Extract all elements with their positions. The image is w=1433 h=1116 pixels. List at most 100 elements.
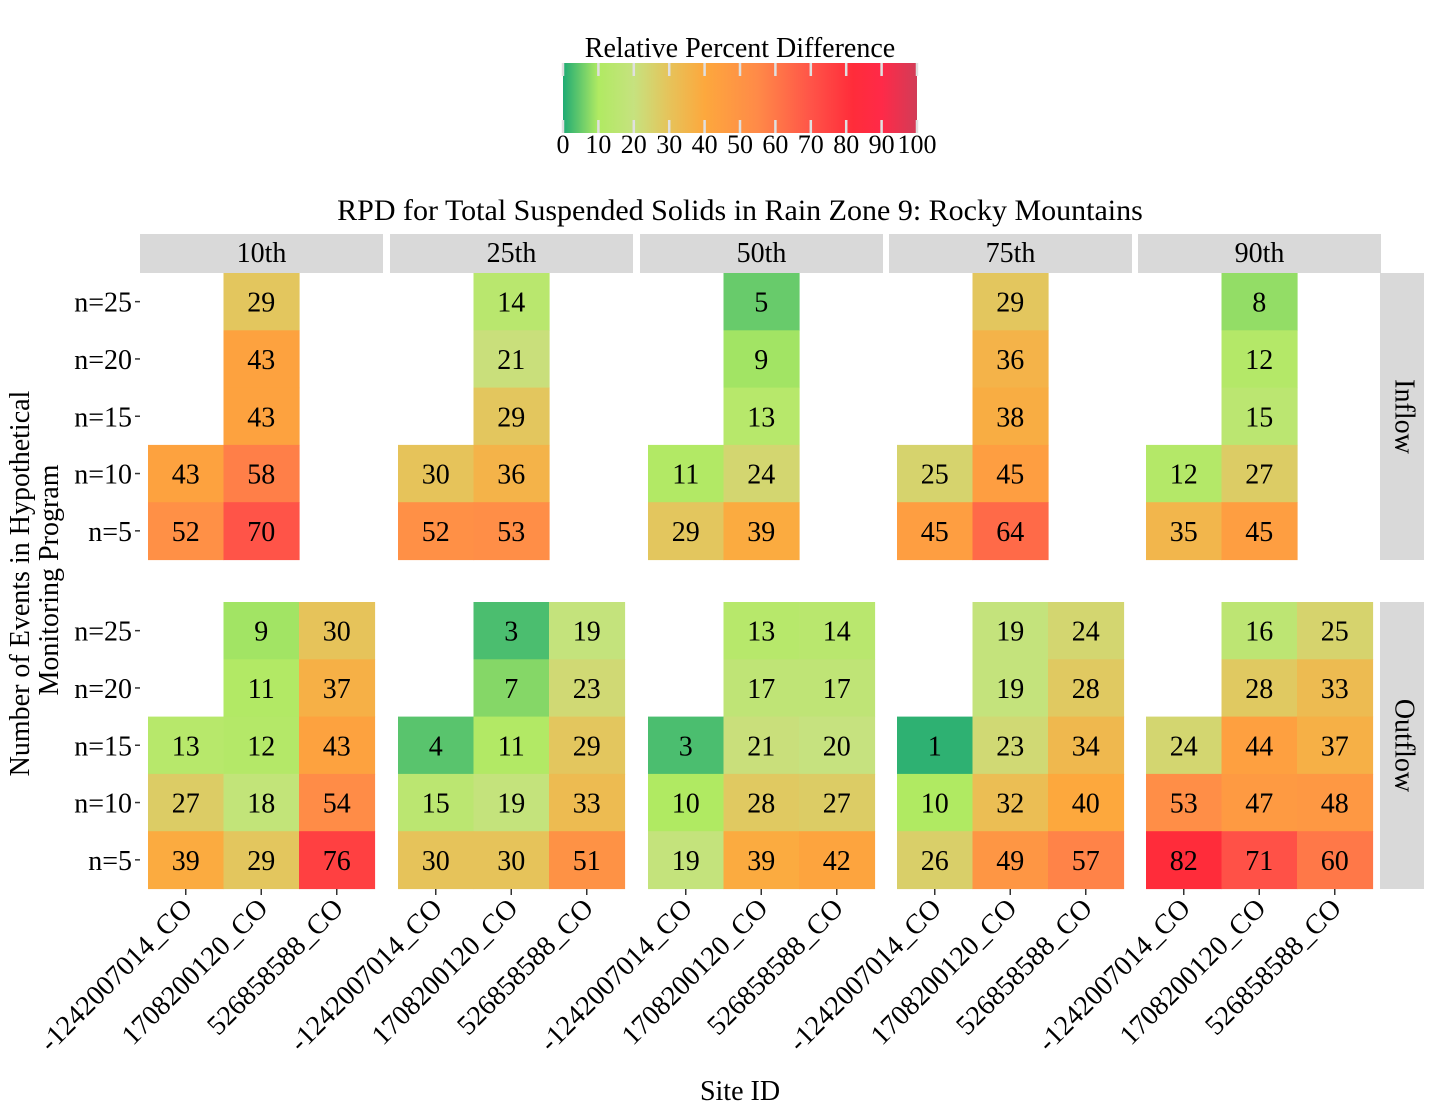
heatmap-cell [473,273,550,331]
heatmap-cell [799,659,876,718]
heatmap-cell [1146,773,1223,832]
cell-value-label: 25 [921,460,949,491]
heatmap-cell [299,602,376,660]
heatmap-cell [549,659,626,718]
heatmap-cell [299,716,376,775]
heatmap-cell [723,330,800,389]
heatmap-cell [648,773,725,832]
cell-value-label: 13 [747,617,775,648]
cell-value-label: 29 [247,288,275,319]
heatmap-cell [648,716,725,775]
heatmap-cell [223,602,300,660]
facet-strip-75th [889,234,1132,273]
heatmap-cell [972,330,1049,389]
heatmap-cell [223,387,300,446]
heatmap-cell [723,831,800,890]
cell-value-label: 37 [1321,731,1349,762]
heatmap-cell [1048,716,1125,775]
heatmap-cell [972,502,1049,561]
cell-value-label: 15 [422,789,450,820]
cell-value-label: 12 [1245,345,1273,376]
heatmap-cell [223,330,300,389]
cell-value-label: 15 [1245,402,1273,433]
cell-value-label: 34 [1072,731,1100,762]
cell-value-label: 11 [248,674,275,705]
cell-value-label: 51 [573,846,601,877]
cell-value-label: 54 [323,789,351,820]
heatmap-cell [1297,659,1374,718]
heatmap-cell [723,502,800,561]
heatmap-cell [723,387,800,446]
y-tick-label: n=5 [88,517,132,548]
cell-value-label: 7 [504,674,518,705]
facet-strip-90th [1138,234,1381,273]
heatmap-cell [148,502,225,561]
cell-value-label: 10 [921,789,949,820]
heatmap-cell [1048,831,1125,890]
cell-value-label: 52 [172,517,200,548]
heatmap-cell [1146,831,1223,890]
cell-value-label: 39 [747,517,775,548]
legend-tick-label: 40 [692,130,718,159]
cell-value-label: 43 [247,345,275,376]
heatmap-cell [1221,273,1298,331]
y-tick-label: n=25 [74,617,132,648]
heatmap-cell [398,773,475,832]
heatmap-cell [723,773,800,832]
heatmap-cell [1048,659,1125,718]
cell-value-label: 43 [247,402,275,433]
cell-value-label: 27 [823,789,851,820]
y-axis-title-line-1: Number of Events in Hypothetical [5,390,36,776]
cell-value-label: 36 [497,460,525,491]
cell-value-label: 29 [497,402,525,433]
heatmap-cell [223,831,300,890]
cell-value-label: 40 [1072,789,1100,820]
cell-value-label: 13 [172,731,200,762]
facet-strip-50th [640,234,883,273]
cell-value-label: 12 [247,731,275,762]
cell-value-label: 9 [254,617,268,648]
cell-value-label: 45 [1245,517,1273,548]
heatmap-cell [1221,502,1298,561]
heatmap-cell [1221,444,1298,503]
heatmap-cell [897,831,974,890]
heatmap-cell [148,773,225,832]
heatmap-cell [549,602,626,660]
heatmap-cell [1221,831,1298,890]
heatmap-cell [223,773,300,832]
heatmap-cell [473,659,550,718]
cell-value-label: 48 [1321,789,1349,820]
y-axis-title-line-2: Monitoring Program [34,464,65,695]
heatmap-cell [897,716,974,775]
legend-tick-label: 0 [557,130,570,159]
cell-value-label: 3 [504,617,518,648]
cell-value-label: 26 [921,846,949,877]
y-tick-label: n=20 [74,674,132,705]
cell-value-label: 17 [747,674,775,705]
heatmap-cell [1221,387,1298,446]
y-tick-label: n=25 [74,288,132,319]
y-tick-label: n=20 [74,345,132,376]
cell-value-label: 30 [323,617,351,648]
cell-value-label: 29 [573,731,601,762]
heatmap-cell [1221,716,1298,775]
heatmap-cell [972,659,1049,718]
cell-value-label: 70 [247,517,275,548]
cell-value-label: 37 [323,674,351,705]
facet-label-10th: 10th [237,238,287,269]
facet-label-outflow: Outflow [1389,699,1420,793]
cell-value-label: 57 [1072,846,1100,877]
heatmap-cell [897,444,974,503]
heatmap-cell [1297,831,1374,890]
y-tick-label: n=10 [74,789,132,820]
facet-label-50th: 50th [737,238,787,269]
facet-label-75th: 75th [986,238,1036,269]
heatmap-cell [897,502,974,561]
heatmap-cell [473,330,550,389]
legend-tick-label: 60 [762,130,788,159]
cell-value-label: 36 [996,345,1024,376]
heatmap-cell [1048,773,1125,832]
heatmap-cell [723,602,800,660]
heatmap-cell [648,502,725,561]
heatmap-cell [398,716,475,775]
